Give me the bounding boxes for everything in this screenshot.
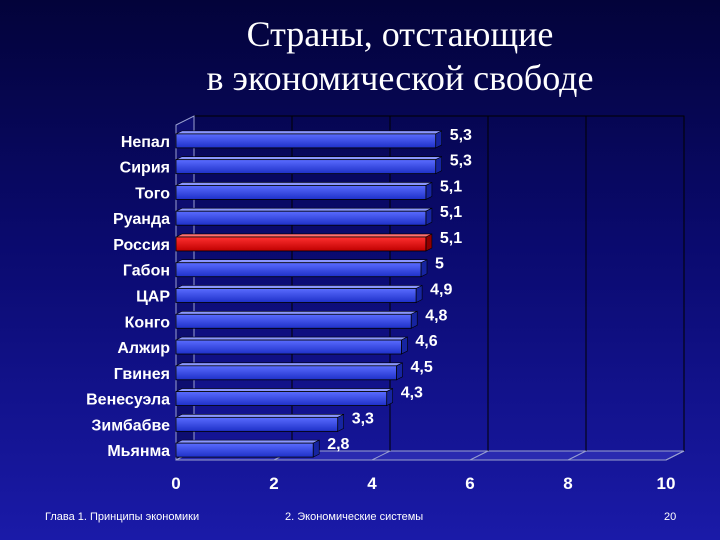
- bar-8: [175, 310, 418, 329]
- value-label: 2,8: [327, 436, 349, 453]
- value-labels: 5,3 5,3 5,1 5,1 5,1 5 4,9 4,8 4,6 4,5 4,3 3,32,8: [327, 127, 472, 453]
- page-number: 20: [664, 511, 677, 523]
- value-label: 4,8: [425, 307, 447, 324]
- bar-front: [175, 159, 437, 175]
- value-label: 5,1: [440, 204, 462, 221]
- bar-front: [175, 339, 402, 355]
- bar-top: [175, 207, 433, 212]
- floor-gridline: [371, 450, 391, 461]
- title-line-2: в экономической свободе: [206, 58, 594, 98]
- bar-9: [175, 336, 408, 355]
- category-label: Руанда: [113, 211, 170, 228]
- bar-end: [435, 156, 443, 175]
- bar-6: [175, 259, 428, 278]
- bar-front: [175, 365, 397, 381]
- value-label: 5,3: [450, 127, 472, 144]
- value-label: 4,3: [401, 385, 423, 402]
- bar-end: [425, 207, 433, 226]
- category-label: Зимбабве: [91, 417, 170, 434]
- bars-group: [175, 130, 443, 458]
- bar-front: [175, 391, 388, 406]
- bar-11: [175, 388, 394, 407]
- slide-title: Страны, отстающие в экономической свобод…: [150, 12, 650, 100]
- value-label: 4,5: [411, 359, 433, 376]
- x-tick-label: 6: [465, 474, 474, 493]
- bar-top: [175, 130, 442, 135]
- bar-front: [175, 133, 437, 149]
- bar-end: [337, 413, 345, 432]
- bar-front: [175, 210, 427, 226]
- bar-1: [175, 130, 443, 149]
- bar-13: [175, 439, 320, 458]
- bar-top: [175, 182, 433, 186]
- bar-front: [175, 442, 314, 458]
- bar-end: [396, 362, 403, 381]
- x-tick-labels: 0 2 4 6 8 10: [171, 474, 675, 493]
- bar-end: [386, 388, 394, 407]
- bar-front: [175, 236, 427, 252]
- bar-front: [175, 288, 417, 303]
- bar-top: [175, 156, 442, 160]
- bar-top: [175, 233, 433, 238]
- x-tick-label: 10: [657, 474, 676, 493]
- footer-section: 2. Экономические системы: [285, 511, 424, 523]
- floor-gridline: [665, 450, 685, 461]
- bar-front: [175, 262, 422, 278]
- value-label: 5,1: [440, 178, 462, 195]
- category-label: Конго: [125, 314, 171, 331]
- bar-top: [175, 285, 423, 289]
- bar-7: [175, 285, 423, 303]
- footer-chapter: Глава 1. Принципы экономики: [45, 511, 200, 523]
- x-tick-label: 4: [367, 474, 377, 493]
- bar-top: [175, 310, 418, 315]
- category-label: Алжир: [117, 340, 170, 357]
- category-label: Россия: [113, 237, 170, 254]
- floor-gridline: [567, 450, 587, 461]
- bar-front: [175, 416, 339, 432]
- value-label: 5,3: [450, 153, 472, 170]
- floor-gridline: [469, 450, 489, 461]
- bar-end: [312, 439, 320, 458]
- bar-end: [435, 130, 443, 149]
- bar-end: [425, 233, 433, 252]
- category-label: Непал: [121, 134, 170, 151]
- x-tick-label: 8: [563, 474, 572, 493]
- value-label: 4,6: [415, 333, 437, 350]
- bar-end: [401, 336, 408, 355]
- bar-end: [425, 181, 433, 200]
- bar-5: [175, 233, 433, 252]
- bar-3: [175, 181, 433, 200]
- bar-end: [410, 310, 418, 329]
- bar-front: [175, 313, 412, 329]
- bar-top: [175, 259, 428, 264]
- bar-end: [420, 259, 428, 278]
- bar-top: [175, 336, 408, 341]
- category-label: Того: [135, 185, 170, 202]
- title-line-1: Страны, отстающие: [246, 14, 554, 54]
- category-label: Мьянма: [107, 443, 170, 460]
- bar-end: [415, 285, 423, 303]
- x-tick-label: 0: [171, 474, 180, 493]
- category-label: Сирия: [120, 160, 170, 177]
- x-tick-label: 2: [269, 474, 278, 493]
- bar-12: [175, 413, 345, 432]
- bar-top: [175, 414, 344, 418]
- category-label: Габон: [123, 263, 170, 280]
- value-label: 4,9: [430, 282, 452, 299]
- category-labels: Непал Сирия Того Руанда Россия Габон ЦАР Конго А…: [86, 134, 170, 460]
- bar-10: [175, 362, 403, 381]
- value-label: 5: [435, 256, 444, 273]
- bar-top: [175, 362, 403, 367]
- category-label: Венесуэла: [86, 392, 170, 409]
- value-label: 3,3: [352, 410, 374, 427]
- bar-front: [175, 185, 427, 200]
- bar-top: [175, 439, 320, 444]
- bar-2: [175, 156, 443, 175]
- bar-top: [175, 388, 393, 392]
- category-label: Гвинея: [114, 366, 170, 383]
- value-label: 5,1: [440, 230, 462, 247]
- category-label: ЦАР: [136, 289, 170, 306]
- bar-4: [175, 207, 433, 226]
